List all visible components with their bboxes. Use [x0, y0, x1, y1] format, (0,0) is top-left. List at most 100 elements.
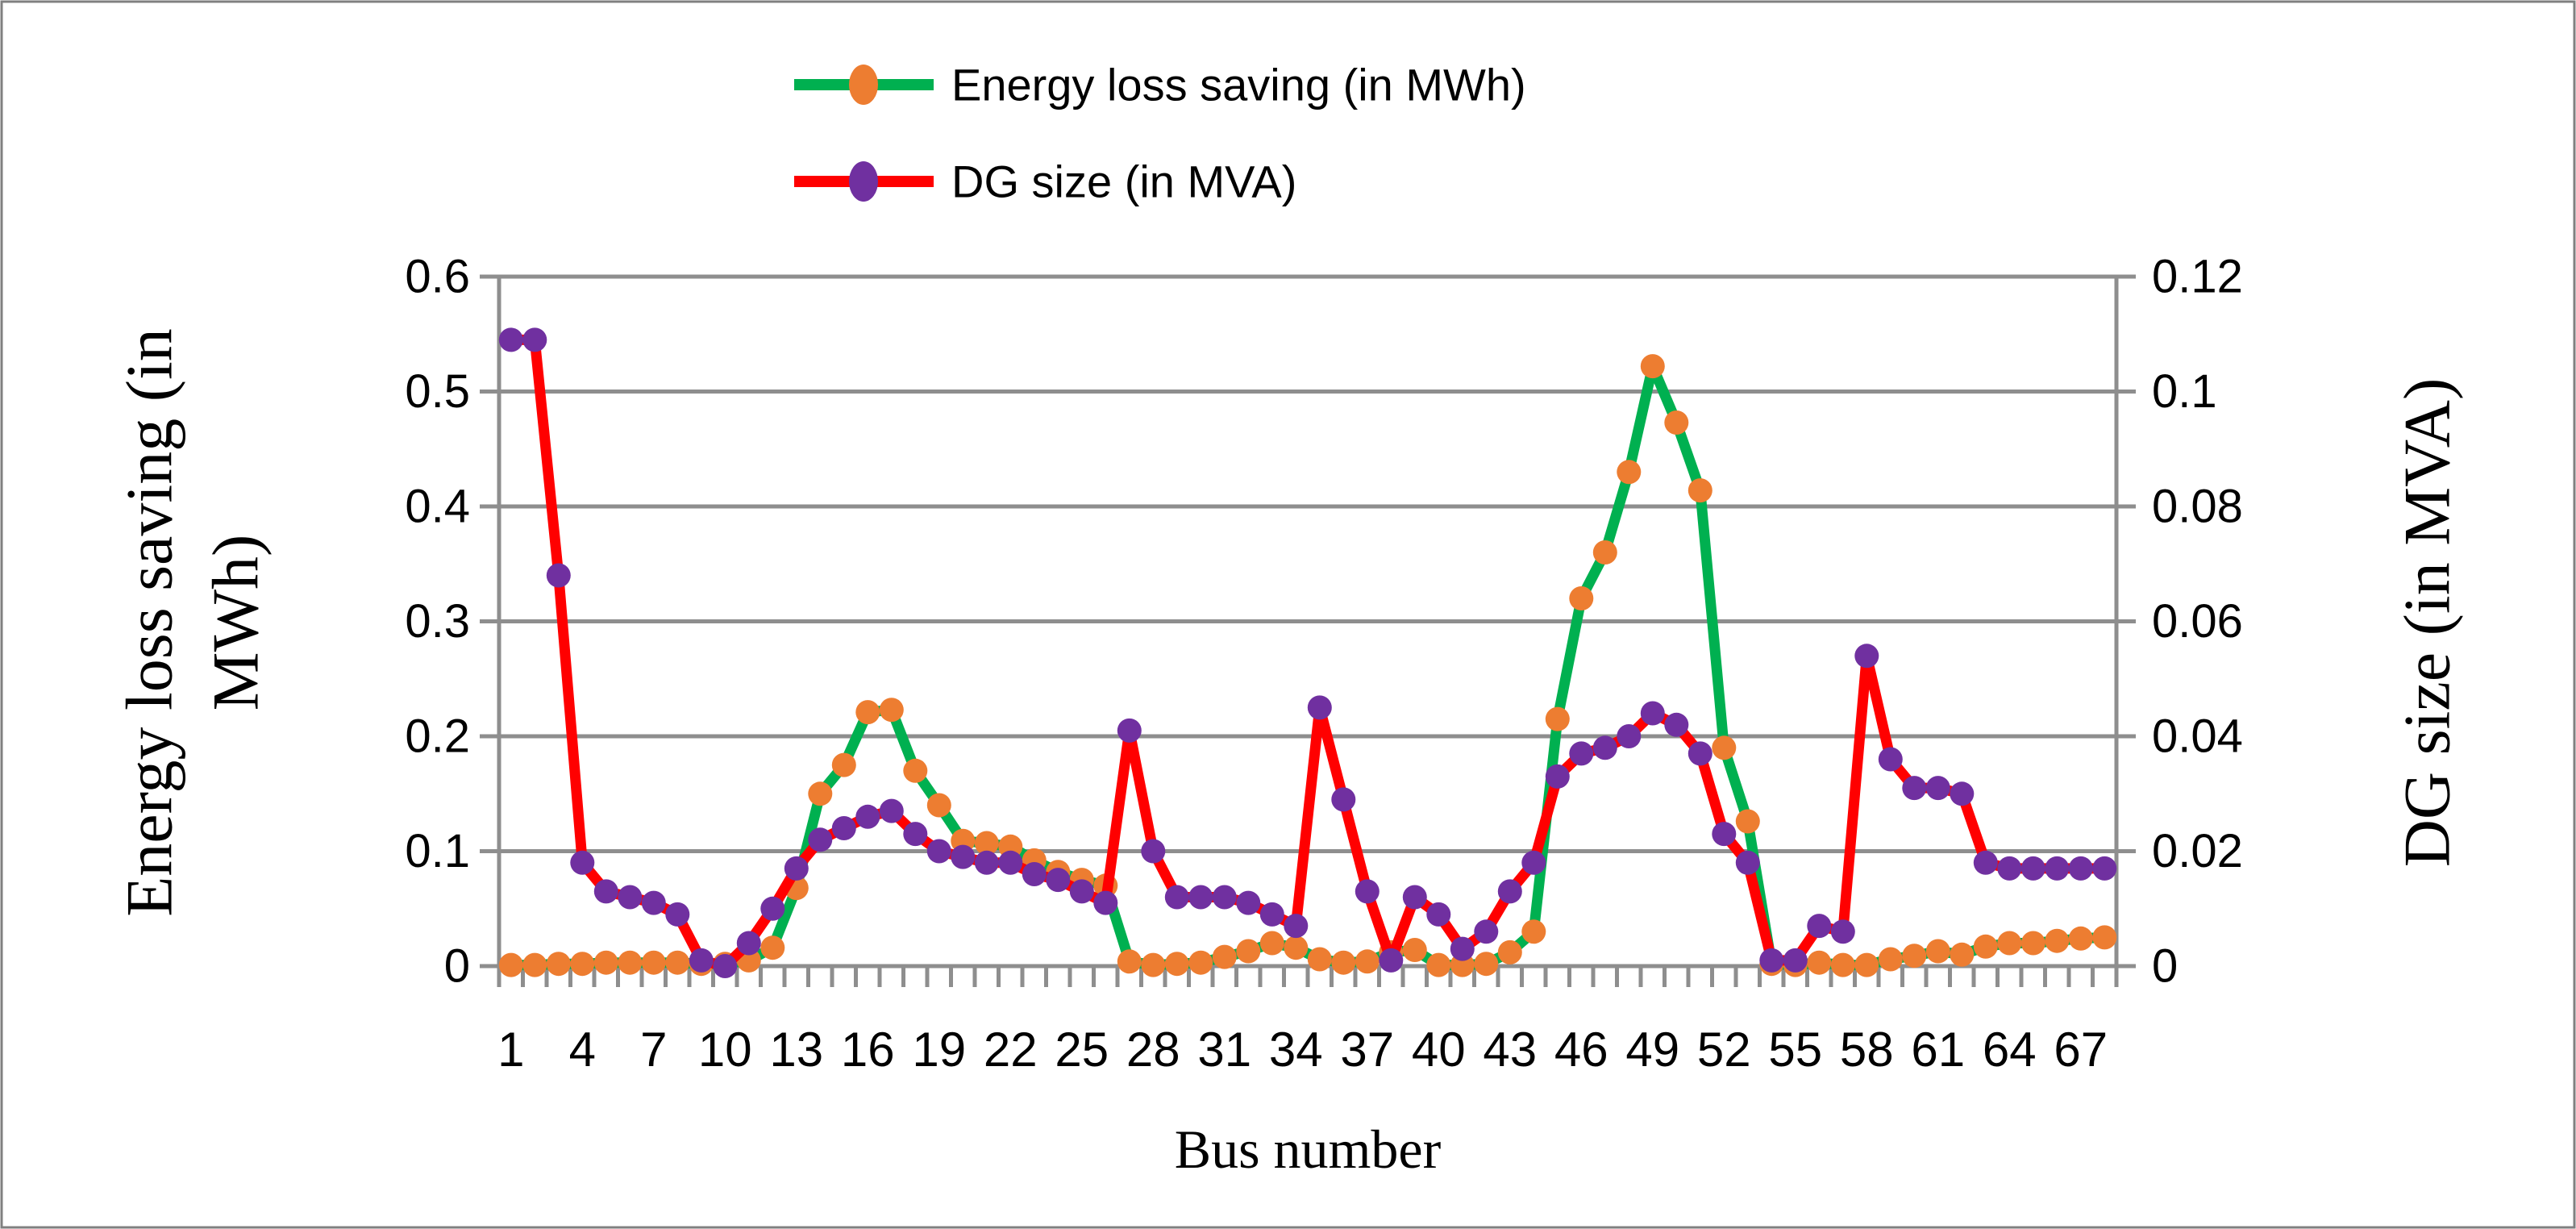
- data-point-marker: [1569, 586, 1594, 610]
- y-left-tick-label: 0.2: [405, 710, 470, 763]
- data-point-marker: [1141, 952, 1166, 977]
- data-point-marker: [736, 931, 761, 956]
- data-point-marker: [1141, 839, 1166, 864]
- data-point-marker: [1997, 931, 2022, 956]
- data-point-marker: [1640, 354, 1665, 379]
- data-point-marker: [855, 804, 880, 829]
- data-point-marker: [1950, 942, 1975, 967]
- data-point-marker: [1259, 931, 1284, 956]
- y-left-tick-label: 0.6: [405, 251, 470, 303]
- x-tick-label: 19: [912, 1023, 966, 1077]
- data-point-marker: [831, 752, 856, 777]
- data-point-marker: [1236, 939, 1261, 964]
- data-point-marker: [593, 950, 618, 975]
- y-right-tick-label: 0: [2152, 940, 2178, 993]
- data-point-marker: [1830, 919, 1855, 944]
- y-right-tick-label: 0.12: [2152, 251, 2243, 303]
- x-tick-label: 22: [984, 1023, 1038, 1077]
- y-left-tick-label: 0.1: [405, 825, 470, 877]
- series-energy-loss-saving: [498, 354, 2117, 977]
- data-point-marker: [1735, 850, 1760, 875]
- data-point-marker: [498, 327, 523, 352]
- data-point-marker: [2092, 856, 2117, 881]
- data-point-marker: [1878, 947, 1903, 972]
- y-left-axis-title-line2: MWh): [199, 535, 273, 711]
- data-point-marker: [1212, 944, 1237, 969]
- data-point-marker: [1902, 776, 1927, 801]
- data-point-marker: [641, 950, 666, 975]
- x-tick-label: 34: [1269, 1023, 1323, 1077]
- data-point-marker: [903, 758, 928, 783]
- data-point-marker: [1759, 948, 1784, 973]
- legend-label: Energy loss saving (in MWh): [951, 60, 1526, 110]
- data-point-marker: [831, 816, 856, 840]
- data-point-marker: [1640, 701, 1665, 726]
- x-tick-label: 37: [1340, 1023, 1394, 1077]
- x-tick-label: 10: [698, 1023, 752, 1077]
- x-tick-label: 7: [640, 1023, 667, 1077]
- legend-label: DG size (in MVA): [951, 156, 1296, 207]
- data-point-marker: [1830, 952, 1855, 977]
- data-point-marker: [570, 850, 595, 875]
- data-point-marker: [1426, 902, 1451, 927]
- data-point-marker: [1521, 850, 1546, 875]
- y-right-axis-title: DG size (in MVA): [2391, 378, 2464, 868]
- data-point-marker: [2045, 928, 2070, 953]
- y-right-tick-label: 0.08: [2152, 481, 2243, 533]
- data-point-marker: [1807, 914, 1832, 939]
- data-point-marker: [879, 798, 904, 823]
- data-point-marker: [784, 856, 809, 881]
- data-point-marker: [808, 781, 833, 806]
- data-point-marker: [1592, 735, 1617, 760]
- data-point-marker: [618, 950, 643, 975]
- data-point-marker: [1188, 885, 1213, 910]
- data-point-marker: [522, 952, 547, 977]
- data-point-marker: [926, 793, 951, 818]
- data-point-marker: [760, 935, 785, 960]
- data-point-marker: [1997, 856, 2022, 881]
- data-point-marker: [1902, 944, 1927, 969]
- data-point-marker: [1259, 902, 1284, 927]
- data-point-marker: [1688, 478, 1712, 503]
- data-point-marker: [570, 952, 595, 977]
- data-point-marker: [760, 896, 785, 921]
- data-point-marker: [998, 850, 1023, 875]
- x-tick-label: 4: [569, 1023, 596, 1077]
- data-point-marker: [1307, 695, 1332, 720]
- data-point-marker: [1093, 890, 1118, 915]
- data-point-marker: [1712, 735, 1737, 760]
- data-point-marker: [1450, 936, 1475, 961]
- y-right-tick-label: 0.1: [2152, 365, 2217, 418]
- data-point-marker: [1164, 952, 1189, 977]
- data-point-marker: [1117, 718, 1142, 743]
- data-point-marker: [1925, 776, 1950, 801]
- data-point-marker: [1617, 724, 1642, 748]
- y-left-tick-label: 0.4: [405, 481, 470, 533]
- data-point-marker: [1592, 540, 1617, 565]
- data-point-marker: [974, 831, 999, 856]
- data-point-marker: [1617, 460, 1642, 485]
- series-dg-size: [498, 327, 2117, 978]
- data-point-marker: [1878, 747, 1903, 772]
- data-point-marker: [1712, 822, 1737, 847]
- legend-item: Energy loss saving (in MWh): [794, 60, 1526, 110]
- data-point-marker: [1973, 934, 1998, 959]
- data-point-marker: [1426, 952, 1451, 977]
- data-point-marker: [1735, 809, 1760, 834]
- x-tick-label: 55: [1768, 1023, 1822, 1077]
- data-point-marker: [498, 952, 523, 977]
- y-left-tick-label: 0: [444, 940, 470, 993]
- data-point-marker: [665, 902, 690, 927]
- data-point-marker: [593, 879, 618, 904]
- legend-marker-swatch: [849, 65, 878, 105]
- x-tick-label: 52: [1697, 1023, 1751, 1077]
- data-point-marker: [1022, 862, 1047, 886]
- data-point-marker: [2045, 856, 2070, 881]
- data-point-marker: [641, 890, 666, 915]
- x-tick-label: 58: [1840, 1023, 1894, 1077]
- data-point-marker: [1236, 890, 1261, 915]
- data-point-marker: [1925, 939, 1950, 964]
- x-tick-label: 13: [769, 1023, 823, 1077]
